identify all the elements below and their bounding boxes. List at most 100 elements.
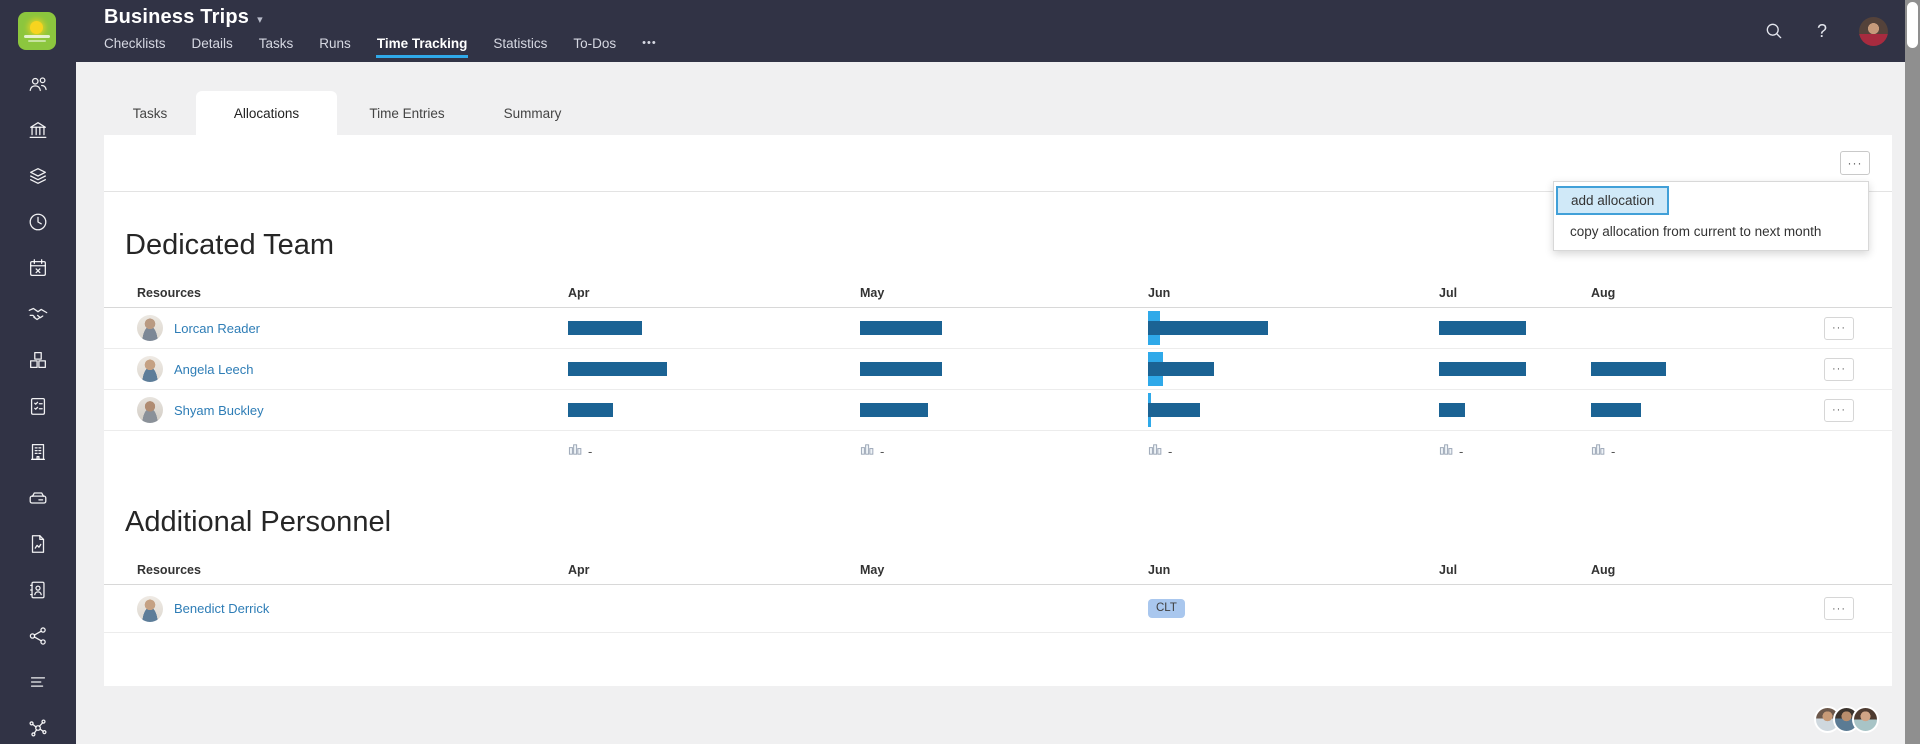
sun-icon — [30, 21, 43, 34]
total-value: - — [588, 444, 593, 459]
dedicated-team-section: Dedicated Team Resources Apr May Jun Jul… — [104, 229, 1892, 472]
checklist-icon[interactable] — [27, 395, 49, 417]
calendar-x-icon[interactable] — [27, 257, 49, 279]
workspace-logo[interactable] — [18, 12, 56, 50]
network-icon[interactable] — [27, 717, 49, 739]
allocation-subtabs: Tasks Allocations Time Entries Summary — [104, 91, 588, 135]
handshake-icon[interactable] — [27, 303, 49, 325]
tab-tasks[interactable]: Tasks — [132, 105, 168, 121]
tab-allocations[interactable]: Allocations — [196, 91, 337, 135]
allocations-panel: ··· add allocation copy allocation from … — [104, 135, 1892, 686]
resource-link[interactable]: Benedict Derrick — [174, 601, 270, 616]
top-nav: Checklists Details Tasks Runs Time Track… — [104, 33, 657, 58]
column-header-aug: Aug — [1591, 562, 1616, 577]
allocation-bar[interactable] — [1148, 321, 1268, 335]
allocation-total-icon — [1591, 442, 1606, 462]
scrollbar-thumb[interactable] — [1907, 2, 1918, 48]
table-row: Lorcan Reader ··· — [104, 308, 1892, 349]
resource-link[interactable]: Shyam Buckley — [174, 402, 264, 418]
nav-tab-time-tracking[interactable]: Time Tracking — [375, 36, 468, 58]
allocation-bar[interactable] — [1439, 362, 1526, 376]
resource-link[interactable]: Lorcan Reader — [174, 320, 260, 336]
row-more-button[interactable]: ··· — [1824, 597, 1854, 620]
allocations-context-menu: add allocation copy allocation from curr… — [1553, 181, 1869, 251]
table-row: Shyam Buckley ··· — [104, 390, 1892, 431]
row-more-button[interactable]: ··· — [1824, 316, 1854, 340]
menu-item-copy-allocation[interactable]: copy allocation from current to next mon… — [1570, 224, 1822, 239]
allocations-more-button[interactable]: ··· — [1840, 151, 1870, 175]
building-icon[interactable] — [27, 441, 49, 463]
allocation-bar[interactable] — [1439, 403, 1465, 417]
top-bar: Business Trips ▾ Checklists Details Task… — [0, 0, 1920, 62]
logo-decoration — [28, 40, 46, 42]
nav-overflow-button[interactable]: ••• — [642, 37, 657, 49]
nav-tab-statistics[interactable]: Statistics — [493, 36, 548, 51]
nav-tab-runs[interactable]: Runs — [319, 36, 351, 51]
contacts-icon[interactable] — [27, 579, 49, 601]
page-title: Business Trips — [104, 6, 250, 28]
avatar — [137, 397, 163, 423]
share-icon[interactable] — [27, 625, 49, 647]
allocation-bar[interactable] — [860, 362, 942, 376]
total-value: - — [1168, 444, 1173, 459]
project-title-dropdown[interactable]: Business Trips ▾ — [104, 6, 657, 29]
panel-toolbar: ··· — [104, 135, 1892, 192]
column-header-jun: Jun — [1148, 562, 1171, 577]
search-icon[interactable] — [1763, 20, 1785, 42]
allocation-bar[interactable] — [860, 403, 928, 417]
nav-tab-to-dos[interactable]: To-Dos — [573, 36, 617, 51]
table-row: Benedict Derrick CLT ··· — [104, 585, 1892, 633]
menu-item-add-allocation[interactable]: add allocation — [1556, 186, 1670, 215]
nav-tab-tasks[interactable]: Tasks — [258, 36, 294, 51]
avatar — [137, 315, 163, 341]
modules-icon[interactable] — [27, 349, 49, 371]
allocation-bar[interactable] — [568, 362, 667, 376]
list-icon[interactable] — [27, 671, 49, 693]
allocation-bar[interactable] — [1591, 403, 1641, 417]
column-header-apr: Apr — [568, 285, 590, 300]
server-icon[interactable] — [27, 487, 49, 509]
column-header-jul: Jul — [1439, 285, 1458, 300]
nav-tab-checklists[interactable]: Checklists — [104, 36, 166, 51]
tab-summary[interactable]: Summary — [503, 105, 562, 121]
main-content: Tasks Allocations Time Entries Summary ·… — [76, 62, 1905, 744]
help-icon[interactable]: ? — [1816, 20, 1827, 41]
row-more-button[interactable]: ··· — [1824, 398, 1854, 422]
allocation-total-icon — [1148, 442, 1163, 462]
institution-icon[interactable] — [27, 119, 49, 141]
layers-icon[interactable] — [27, 165, 49, 187]
user-avatar[interactable] — [1859, 16, 1888, 46]
nav-tab-details[interactable]: Details — [191, 36, 233, 51]
allocation-bar[interactable] — [1591, 362, 1666, 376]
allocation-bar[interactable] — [1439, 321, 1526, 335]
allocation-bar[interactable] — [860, 321, 942, 335]
file-report-icon[interactable] — [27, 533, 49, 555]
allocation-bar[interactable] — [1148, 362, 1214, 376]
tab-time-entries[interactable]: Time Entries — [369, 105, 445, 121]
logo-decoration — [24, 35, 50, 38]
additional-personnel-section: Additional Personnel Resources Apr May J… — [104, 506, 1892, 633]
allocation-bar[interactable] — [1148, 403, 1200, 417]
table-header: Resources Apr May Jun Jul Aug — [104, 555, 1892, 585]
row-more-button[interactable]: ··· — [1824, 357, 1854, 381]
column-header-apr: Apr — [568, 562, 590, 577]
avatar — [137, 356, 163, 382]
table-header: Resources Apr May Jun Jul Aug — [104, 278, 1892, 308]
scrollbar[interactable] — [1905, 0, 1920, 744]
column-header-may: May — [860, 285, 885, 300]
total-value: - — [880, 444, 885, 459]
member-avatar[interactable] — [1852, 706, 1879, 733]
status-badge[interactable]: CLT — [1148, 599, 1185, 618]
resource-link[interactable]: Angela Leech — [174, 361, 254, 377]
totals-row: - - - - - — [104, 431, 1892, 472]
team-icon[interactable] — [27, 73, 49, 95]
table-row: Angela Leech ··· — [104, 349, 1892, 390]
section-title: Additional Personnel — [125, 506, 392, 538]
allocation-bar[interactable] — [568, 321, 642, 335]
column-header-jul: Jul — [1439, 562, 1458, 577]
column-header-aug: Aug — [1591, 285, 1616, 300]
avatar — [137, 595, 163, 622]
app-sidebar — [0, 62, 76, 744]
allocation-bar[interactable] — [568, 403, 613, 417]
time-icon[interactable] — [27, 211, 49, 233]
